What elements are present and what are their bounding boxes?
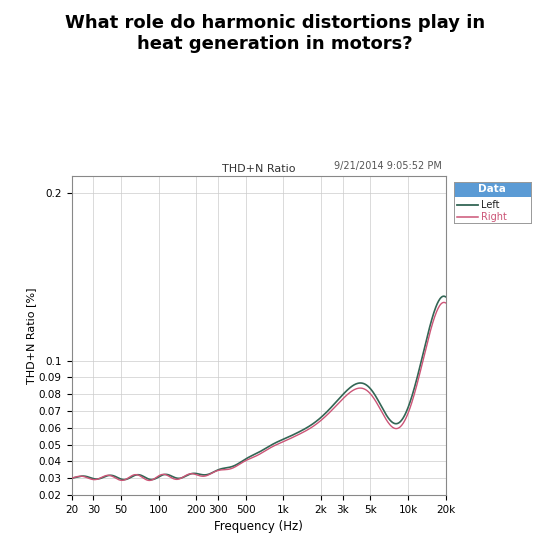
Right [286, 436, 293, 442]
Text: 9/21/2014 9:05:52 PM: 9/21/2014 9:05:52 PM [334, 161, 442, 171]
Y-axis label: THD+N Ratio [%]: THD+N Ratio [%] [26, 287, 36, 384]
FancyBboxPatch shape [454, 182, 531, 197]
X-axis label: Frequency (Hz): Frequency (Hz) [214, 520, 303, 534]
Left [120, 476, 127, 483]
Line: Left: Left [72, 296, 446, 480]
Left [296, 428, 303, 435]
Text: Data: Data [478, 184, 506, 194]
Text: What role do harmonic distortions play in
heat generation in motors?: What role do harmonic distortions play i… [65, 14, 485, 53]
Left [390, 420, 397, 427]
Text: Right: Right [481, 212, 507, 222]
Right [91, 476, 98, 483]
Left [307, 422, 314, 429]
Right [441, 299, 447, 306]
Right [68, 475, 75, 481]
Left [286, 433, 293, 440]
Right [353, 386, 359, 392]
Right [442, 300, 449, 306]
Line: Right: Right [72, 302, 446, 481]
Text: Left: Left [481, 200, 500, 210]
Left [441, 293, 447, 300]
Right [296, 431, 303, 438]
Right [307, 425, 314, 432]
Left [68, 475, 75, 481]
Left [353, 381, 359, 387]
Left [442, 294, 449, 300]
Title: THD+N Ratio: THD+N Ratio [222, 164, 295, 174]
Left [91, 476, 98, 482]
Right [390, 425, 397, 431]
Right [146, 477, 152, 484]
